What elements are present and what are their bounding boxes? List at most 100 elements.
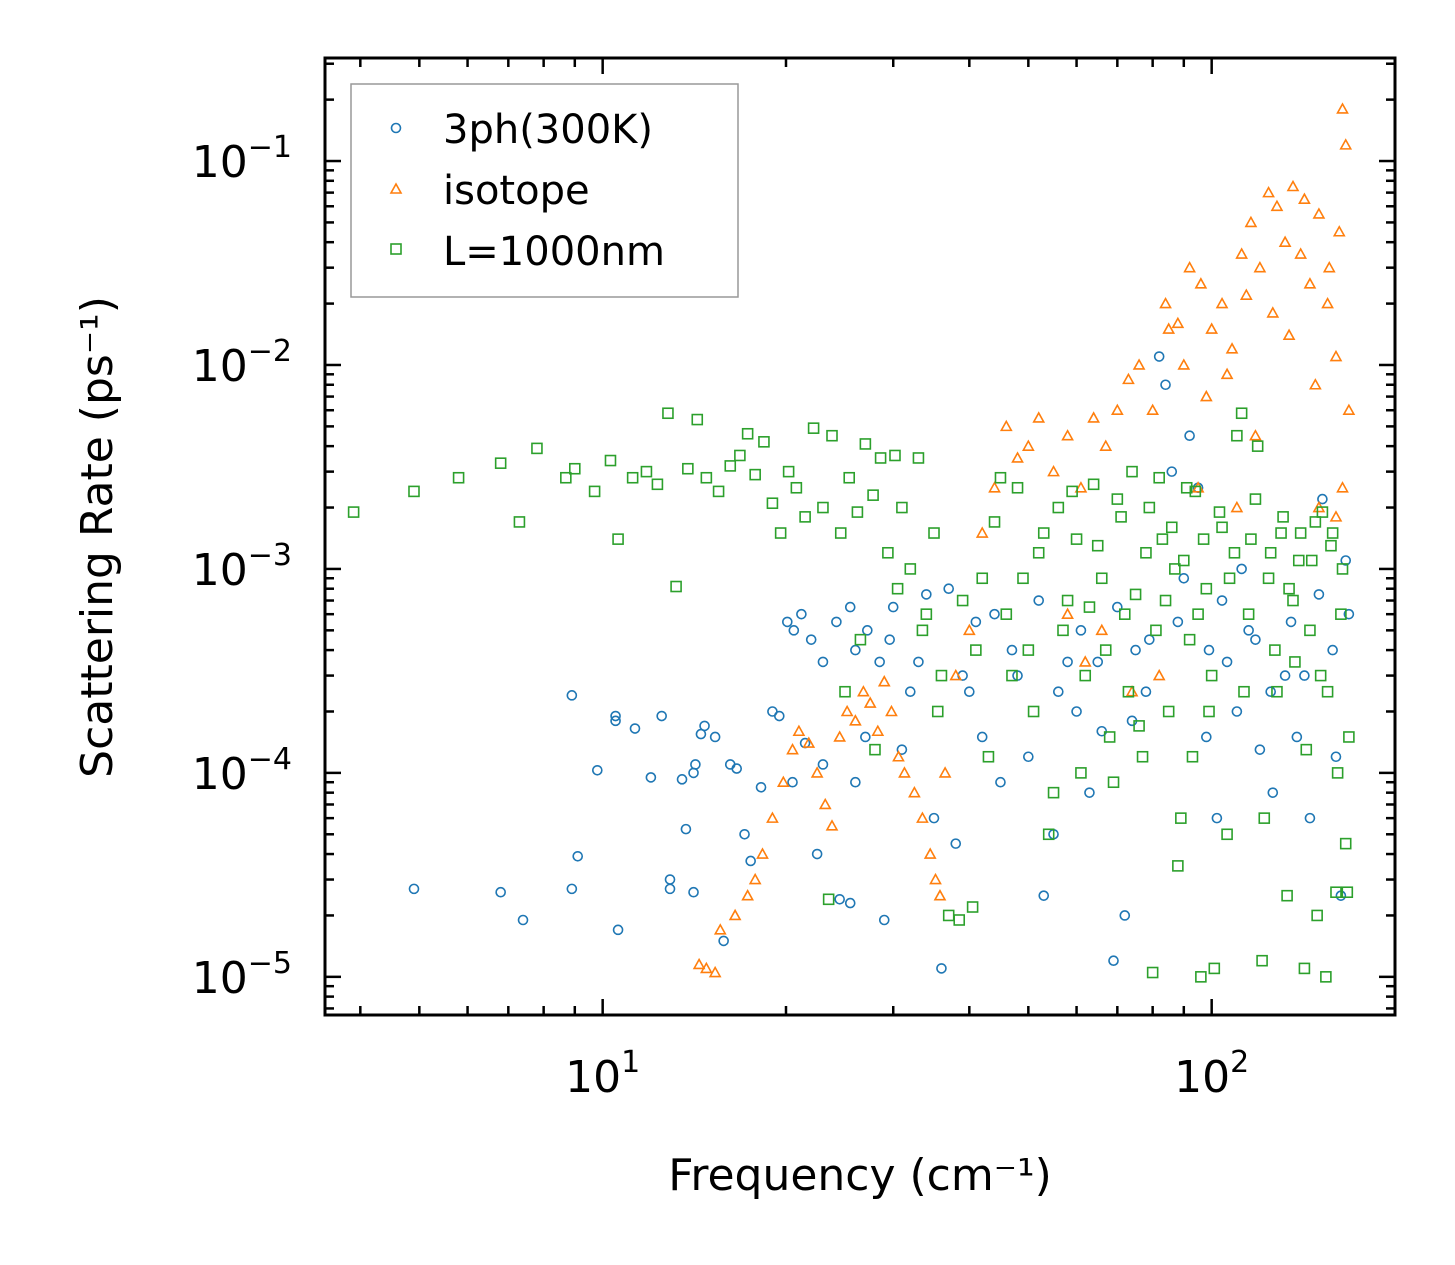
data-point-3ph xyxy=(1254,744,1266,755)
data-point-l1000nm xyxy=(1269,644,1281,656)
data-point-3ph xyxy=(788,625,800,636)
data-point-l1000nm xyxy=(1281,889,1293,902)
data-point-3ph xyxy=(1075,625,1087,636)
data-point-3ph xyxy=(1343,608,1355,620)
axis-ticks xyxy=(325,58,1397,1015)
data-point-isotope xyxy=(916,811,929,823)
data-point-3ph xyxy=(1236,563,1247,575)
data-point-l1000nm xyxy=(1213,506,1226,518)
data-point-3ph xyxy=(709,731,721,743)
data-point-isotope xyxy=(1078,655,1092,667)
data-point-l1000nm xyxy=(1341,886,1354,899)
data-point-isotope xyxy=(1329,349,1343,362)
data-point-l1000nm xyxy=(931,705,944,718)
data-point-3ph xyxy=(805,634,817,645)
data-point-3ph xyxy=(676,774,688,785)
data-point-isotope xyxy=(776,775,790,788)
data-point-l1000nm xyxy=(1159,594,1172,607)
data-point-3ph xyxy=(831,616,842,628)
data-point-isotope xyxy=(1122,372,1135,385)
data-point-l1000nm xyxy=(1022,644,1035,656)
data-point-l1000nm xyxy=(1042,828,1055,841)
data-point-isotope xyxy=(1270,199,1284,212)
data-point-isotope xyxy=(1294,247,1308,259)
data-point-l1000nm xyxy=(1099,644,1112,656)
data-point-l1000nm xyxy=(1180,481,1193,494)
data-point-l1000nm xyxy=(826,429,838,442)
data-point-l1000nm xyxy=(1197,533,1210,545)
data-point-l1000nm xyxy=(1200,582,1213,595)
data-point-l1000nm xyxy=(953,914,966,926)
data-point-l1000nm xyxy=(670,580,682,593)
data-point-l1000nm xyxy=(1133,720,1145,732)
data-point-l1000nm xyxy=(1343,731,1355,743)
data-point-3ph xyxy=(905,686,916,698)
data-point-l1000nm xyxy=(1192,608,1204,620)
data-point-3ph xyxy=(844,601,856,613)
data-point-3ph xyxy=(928,812,940,824)
data-point-3ph xyxy=(1178,572,1190,584)
data-point-3ph xyxy=(896,744,908,755)
data-point-3ph xyxy=(572,850,584,862)
data-point-isotope xyxy=(1262,185,1275,198)
data-point-3ph xyxy=(1243,625,1254,636)
data-point-l1000nm xyxy=(1175,812,1187,824)
data-point-isotope xyxy=(1099,439,1113,451)
data-point-l1000nm xyxy=(1143,501,1156,514)
data-point-3ph xyxy=(1184,430,1195,442)
data-point-3ph xyxy=(1053,686,1064,698)
data-point-isotope xyxy=(1225,342,1239,354)
data-point-l1000nm xyxy=(612,533,624,545)
data-point-l1000nm xyxy=(1095,572,1108,585)
data-point-l1000nm xyxy=(1330,886,1342,899)
data-point-l1000nm xyxy=(749,468,761,481)
data-point-l1000nm xyxy=(1335,608,1347,620)
data-point-isotope xyxy=(1339,138,1353,150)
data-point-isotope xyxy=(1047,464,1060,477)
data-point-isotope xyxy=(1329,510,1343,522)
data-point-isotope xyxy=(1074,481,1088,493)
data-point-3ph xyxy=(688,886,699,898)
data-point-l1000nm xyxy=(869,743,881,756)
data-point-l1000nm xyxy=(1156,533,1169,545)
y-tick-label-1e-5: 10−5 xyxy=(192,946,292,1004)
data-point-l1000nm xyxy=(1231,429,1243,442)
data-point-l1000nm xyxy=(1186,750,1199,763)
data-point-l1000nm xyxy=(1115,511,1127,523)
data-point-3ph xyxy=(1071,706,1082,717)
data-point-l1000nm xyxy=(1070,533,1083,545)
data-point-l1000nm xyxy=(822,893,835,906)
legend-label-isotope: isotope xyxy=(443,168,590,214)
data-point-l1000nm xyxy=(1052,501,1065,514)
data-point-l1000nm xyxy=(1262,572,1275,585)
data-point-l1000nm xyxy=(766,497,779,510)
data-point-3ph xyxy=(1203,644,1215,656)
data-point-3ph xyxy=(1006,644,1018,656)
data-point-isotope xyxy=(999,419,1013,432)
data-point-l1000nm xyxy=(1017,572,1029,585)
data-point-l1000nm xyxy=(1153,471,1165,484)
data-point-3ph xyxy=(629,723,641,734)
data-point-isotope xyxy=(756,847,769,859)
data-point-l1000nm xyxy=(882,546,894,559)
data-point-l1000nm xyxy=(1316,506,1329,518)
data-point-isotope xyxy=(840,704,854,717)
data-point-isotope xyxy=(857,685,870,697)
data-point-l1000nm xyxy=(1122,685,1135,698)
data-point-3ph xyxy=(796,608,807,620)
data-point-l1000nm xyxy=(942,909,955,922)
data-point-3ph xyxy=(995,776,1006,788)
data-point-isotope xyxy=(1253,261,1267,273)
data-point-3ph xyxy=(408,883,420,895)
data-point-l1000nm xyxy=(1189,485,1202,498)
data-point-3ph xyxy=(913,656,924,668)
data-point-l1000nm xyxy=(347,506,360,518)
data-point-isotope xyxy=(885,704,898,717)
data-point-3ph xyxy=(1279,670,1291,681)
data-point-isotope xyxy=(1205,322,1219,334)
data-point-3ph xyxy=(656,710,667,722)
data-point-isotope xyxy=(699,961,713,974)
data-point-l1000nm xyxy=(724,460,737,472)
data-point-3ph xyxy=(1130,644,1141,656)
